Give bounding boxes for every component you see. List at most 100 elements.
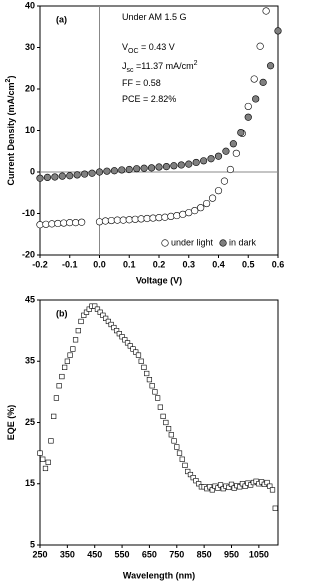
data-point bbox=[45, 459, 51, 465]
data-point bbox=[244, 113, 252, 121]
data-point bbox=[267, 483, 273, 489]
data-point bbox=[100, 312, 106, 318]
data-point bbox=[58, 172, 66, 180]
data-point bbox=[95, 168, 104, 176]
y-tick-label: 15 bbox=[25, 478, 35, 488]
data-point bbox=[171, 438, 177, 444]
x-tick-label: 0.4 bbox=[212, 259, 225, 269]
data-point bbox=[108, 321, 114, 328]
data-point bbox=[53, 395, 60, 401]
data-point bbox=[37, 450, 43, 456]
data-point bbox=[42, 220, 50, 228]
annotation: Jsc =11.37 mA/cm2 bbox=[122, 60, 198, 74]
data-point bbox=[124, 340, 131, 346]
data-point bbox=[200, 157, 208, 165]
annotation: FF = 0.58 bbox=[122, 78, 161, 88]
data-point bbox=[168, 432, 174, 438]
y-tick-label: 20 bbox=[25, 83, 35, 93]
data-point bbox=[185, 209, 193, 217]
data-point bbox=[56, 383, 62, 389]
data-point bbox=[51, 413, 57, 419]
data-point bbox=[66, 172, 74, 180]
y-tick-label: 5 bbox=[30, 539, 35, 549]
x-tick-label: 750 bbox=[169, 549, 184, 559]
data-point bbox=[191, 206, 199, 215]
data-point bbox=[161, 213, 169, 221]
data-point bbox=[83, 309, 90, 315]
data-point bbox=[160, 413, 166, 419]
x-tick-label: 0.5 bbox=[242, 259, 255, 269]
data-point bbox=[264, 479, 270, 486]
data-point bbox=[143, 214, 151, 223]
data-point bbox=[226, 165, 234, 174]
data-point bbox=[203, 199, 211, 208]
data-point bbox=[237, 128, 245, 137]
data-point bbox=[237, 484, 243, 490]
data-point bbox=[141, 364, 147, 370]
data-point bbox=[250, 75, 258, 83]
data-point bbox=[182, 462, 188, 468]
x-tick-label: -0.2 bbox=[32, 259, 48, 269]
data-point bbox=[228, 481, 235, 487]
data-point bbox=[43, 173, 52, 181]
data-point bbox=[95, 218, 104, 226]
data-point bbox=[226, 484, 232, 491]
data-point bbox=[75, 328, 81, 334]
data-point bbox=[94, 306, 101, 312]
annotation: PCE = 2.82% bbox=[122, 94, 176, 104]
panel-label: (a) bbox=[56, 14, 67, 24]
data-point bbox=[137, 215, 145, 223]
data-point bbox=[214, 187, 223, 195]
data-point bbox=[111, 324, 117, 331]
data-point bbox=[185, 468, 191, 475]
data-point bbox=[165, 426, 172, 432]
x-tick-label: 0.2 bbox=[153, 259, 166, 269]
annotation: Under AM 1.5 G bbox=[122, 12, 187, 22]
data-point bbox=[73, 171, 81, 179]
data-point bbox=[36, 174, 44, 182]
data-point bbox=[190, 475, 196, 481]
data-point bbox=[125, 165, 133, 174]
data-point bbox=[125, 216, 133, 224]
text-part: OC bbox=[128, 48, 139, 55]
data-point bbox=[147, 164, 156, 172]
x-tick-label: 650 bbox=[142, 549, 157, 559]
data-point bbox=[222, 147, 230, 155]
data-point bbox=[67, 352, 73, 358]
data-point bbox=[133, 165, 141, 173]
data-point bbox=[217, 482, 224, 488]
legend-marker bbox=[219, 239, 227, 247]
data-point bbox=[266, 62, 275, 70]
data-point bbox=[177, 161, 185, 169]
text-part: EQE (%) bbox=[6, 405, 16, 441]
data-point bbox=[130, 346, 136, 352]
x-tick-label: 950 bbox=[224, 549, 239, 559]
data-point bbox=[207, 155, 215, 163]
annotation: VOC = 0.43 V bbox=[122, 42, 175, 55]
data-point bbox=[81, 170, 89, 178]
data-point bbox=[54, 219, 62, 228]
x-tick-label: 0.3 bbox=[182, 259, 195, 269]
data-point bbox=[78, 318, 84, 325]
data-point bbox=[220, 177, 229, 185]
data-point bbox=[162, 163, 171, 171]
data-point bbox=[179, 456, 185, 462]
data-point bbox=[107, 216, 115, 225]
data-point bbox=[209, 487, 215, 493]
data-point bbox=[131, 215, 139, 223]
x-tick-label: 250 bbox=[32, 549, 47, 559]
data-point bbox=[170, 162, 178, 170]
y-tick-label: 35 bbox=[25, 356, 35, 366]
data-point bbox=[118, 166, 126, 174]
x-axis-label: Voltage (V) bbox=[136, 275, 182, 285]
data-point bbox=[51, 173, 59, 181]
data-point bbox=[185, 160, 193, 168]
data-point bbox=[103, 167, 111, 175]
y-tick-label: 30 bbox=[25, 42, 35, 52]
x-axis-label: Wavelength (nm) bbox=[123, 570, 195, 580]
data-point bbox=[193, 478, 199, 484]
text-part: PCE = 2.82% bbox=[122, 94, 176, 104]
data-point bbox=[36, 221, 44, 229]
data-point bbox=[60, 219, 68, 227]
